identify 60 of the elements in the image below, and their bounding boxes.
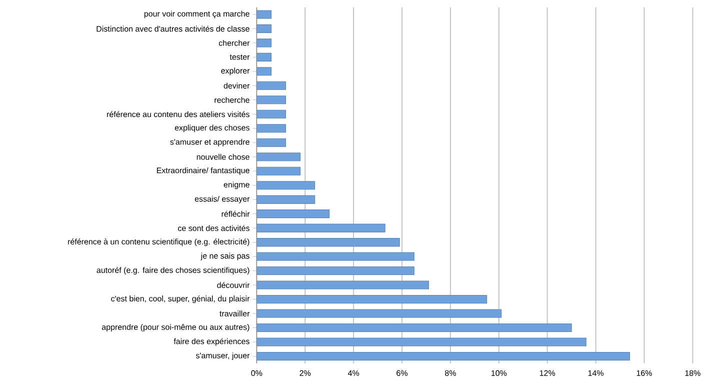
- x-tick-label: 12%: [540, 370, 556, 376]
- x-tick-label: 0%: [251, 370, 262, 376]
- y-tick-label: découvrir: [217, 282, 250, 288]
- bar: [256, 266, 414, 276]
- y-tick-label: nouvelle chose: [196, 154, 250, 160]
- bar: [256, 195, 316, 204]
- bar: [256, 352, 630, 360]
- x-tick-label: 2%: [300, 370, 311, 376]
- y-tick-label: enigme: [224, 182, 250, 190]
- bar: [256, 181, 316, 190]
- x-tick-label: 16%: [636, 370, 652, 376]
- bar: [256, 124, 286, 133]
- bar: [256, 252, 414, 261]
- x-tick-label: 4%: [348, 370, 360, 376]
- y-tick-label: autoréf (e.g. faire des choses scientifiques): [96, 266, 250, 275]
- y-tick-label: faire des expériences: [174, 338, 250, 346]
- y-tick-label: référence au contenu des ateliers visités: [107, 111, 250, 118]
- y-tick-label: référence à un contenu scientifique (e.g. électricité): [68, 238, 250, 246]
- y-tick-label: pour voir comment ça marche: [144, 10, 250, 18]
- x-tick-label: 6%: [396, 370, 408, 376]
- y-tick-label: chercher: [218, 40, 250, 46]
- y-tick-label: tester: [230, 54, 250, 60]
- y-tick-label: réfléchir: [222, 210, 250, 217]
- y-tick-label: essais/ essayer: [194, 196, 250, 204]
- bar: [256, 309, 502, 318]
- y-tick-label: s'amuser et apprendre: [170, 138, 250, 146]
- x-tick-label: 10%: [491, 370, 507, 376]
- bar: [256, 138, 286, 147]
- y-tick-label: Extraordinaire/ fantastique: [156, 167, 250, 175]
- y-tick-label: je ne sais pas: [200, 252, 250, 260]
- bar: [256, 67, 272, 76]
- y-tick-label: travailler: [220, 310, 250, 316]
- y-tick-label: explorer: [221, 68, 250, 76]
- y-tick-label: recherche: [214, 96, 250, 103]
- bar: [256, 38, 272, 48]
- y-tick-label: apprendre (pour soi-même ou aux autres): [102, 324, 250, 332]
- bar: [256, 224, 386, 232]
- bar: [256, 96, 286, 104]
- y-tick-label: expliquer des choses: [174, 124, 250, 132]
- bar: [256, 210, 330, 218]
- bar: [256, 152, 301, 162]
- y-tick-label: c'est bien, cool, super, génial, du plaisir: [111, 295, 250, 304]
- bar: [256, 323, 572, 332]
- bar: [256, 81, 286, 90]
- bar: [256, 110, 286, 118]
- y-tick-label: ce sont des activités: [178, 225, 250, 232]
- bar: [256, 166, 301, 176]
- y-tick-label: Distinction avec d'autres activités de classe: [96, 26, 250, 32]
- bar: [256, 52, 272, 62]
- bar: [256, 294, 488, 304]
- y-tick-label: deviner: [224, 82, 250, 89]
- bar: [256, 280, 429, 290]
- bar: [256, 238, 400, 247]
- x-tick-label: 14%: [588, 370, 604, 376]
- bar: [256, 338, 586, 346]
- bar: [256, 24, 272, 33]
- y-tick-label: s'amuser, jouer: [196, 352, 250, 360]
- bar: [256, 10, 272, 19]
- x-tick-label: 8%: [445, 370, 456, 376]
- x-tick-label: 18%: [685, 370, 700, 376]
